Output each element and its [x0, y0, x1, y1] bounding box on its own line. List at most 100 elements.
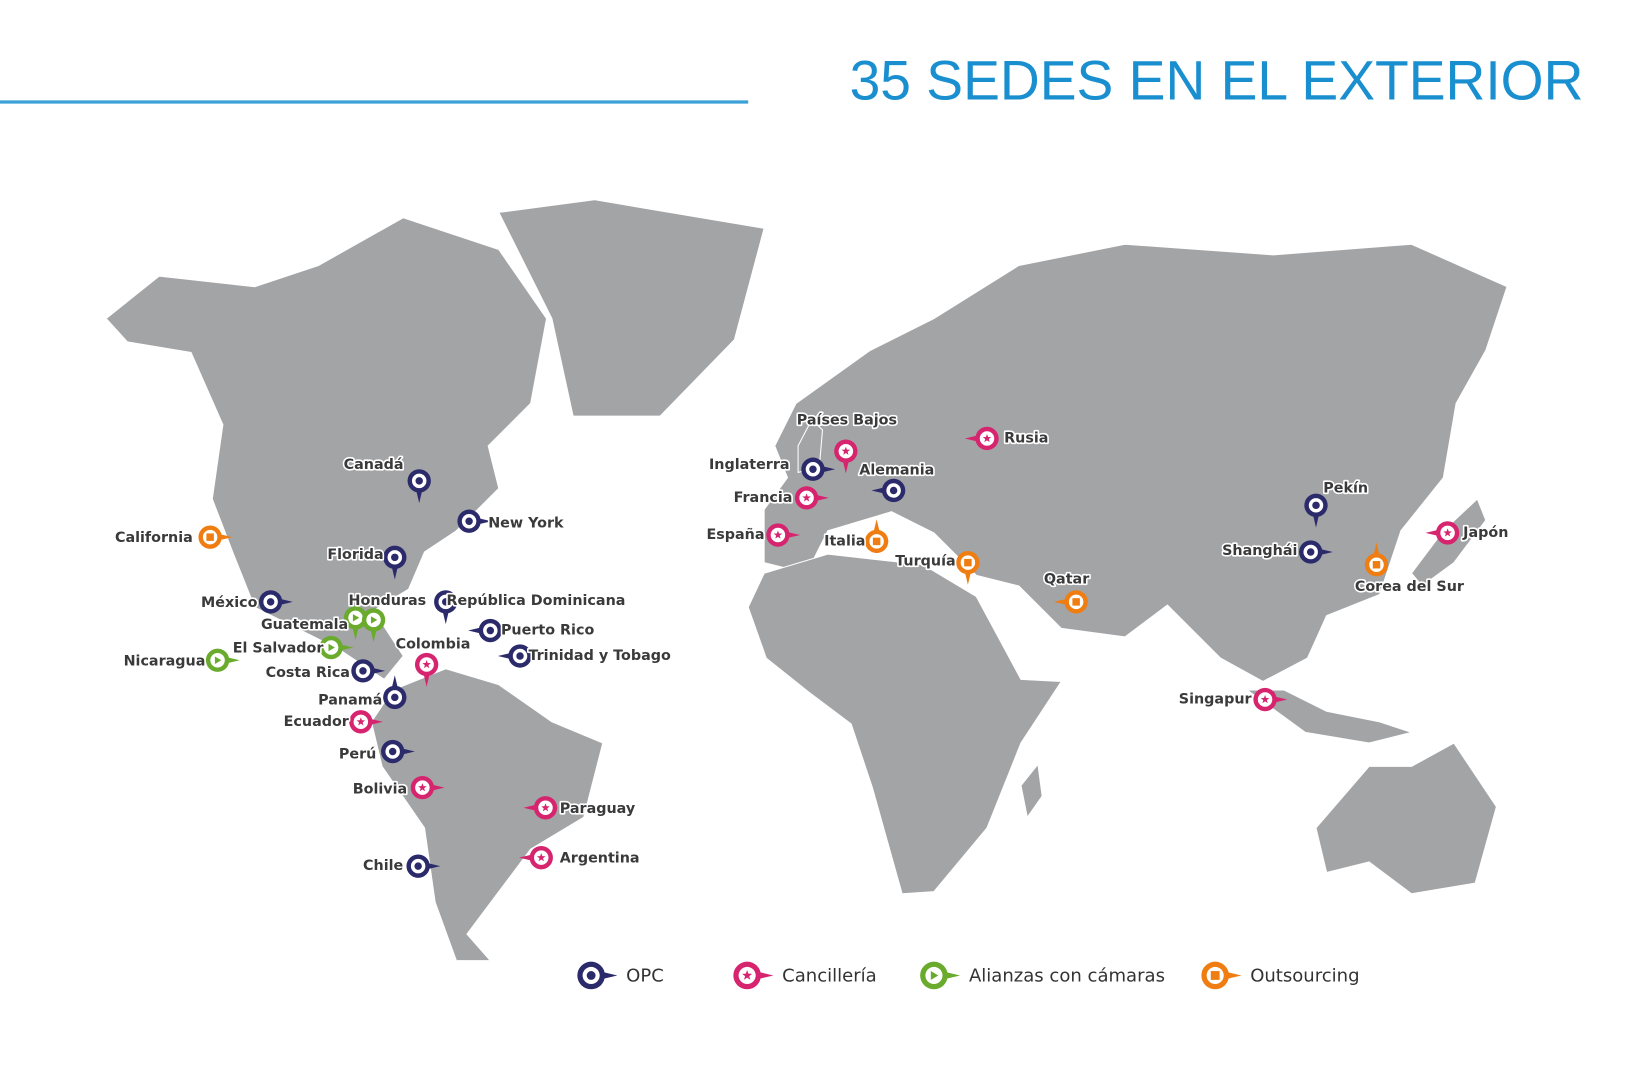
marker-icon — [516, 652, 524, 660]
marker-ali — [920, 961, 961, 990]
south-america — [370, 668, 604, 962]
australia — [1315, 742, 1497, 895]
marker-icon — [541, 803, 550, 812]
marker-icon — [964, 558, 972, 567]
marker-canc — [733, 961, 774, 990]
location-label: México — [201, 595, 258, 611]
marker-opc — [871, 478, 906, 503]
marker-opc — [457, 509, 492, 533]
marker-ali — [361, 608, 386, 643]
indonesia — [1245, 689, 1414, 744]
marker-out — [956, 550, 980, 585]
marker-opc — [383, 675, 407, 710]
marker-icon — [889, 486, 898, 495]
location-label: Corea del Sur — [1355, 579, 1465, 595]
legend-label: Alianzas con cámaras — [969, 966, 1165, 987]
marker-icon — [1260, 695, 1270, 704]
marker-icon — [930, 971, 939, 980]
marker-ali — [205, 648, 240, 672]
location-label: Nicaragua — [124, 653, 206, 669]
marker-opc — [434, 590, 458, 625]
marker-icon — [1072, 598, 1080, 606]
location-label: Chile — [363, 858, 404, 874]
marker-icon — [328, 643, 335, 652]
marker-icon — [872, 537, 881, 546]
marker-opc — [351, 659, 386, 683]
marker-icon — [773, 530, 783, 539]
location-label: Bolivia — [353, 782, 407, 798]
marker-out — [864, 519, 889, 554]
location-label: Pekín — [1323, 480, 1368, 496]
location-label: Honduras — [349, 593, 427, 609]
location-label: Perú — [339, 747, 376, 763]
location-label: Turquía — [895, 554, 955, 570]
location-label: Inglaterra — [709, 457, 790, 473]
marker-opc — [801, 457, 836, 481]
location-label: Colombia — [396, 636, 471, 652]
marker-opc — [407, 469, 431, 504]
marker-opc — [381, 739, 415, 764]
marker-out — [1201, 961, 1242, 990]
marker-opc — [577, 961, 618, 990]
marker-opc — [497, 644, 532, 668]
location-label: Países Bajos — [797, 412, 897, 428]
location-label: Florida — [327, 547, 383, 563]
marker-canc — [766, 523, 801, 547]
marker-icon — [206, 533, 214, 541]
marker-icon — [266, 598, 275, 606]
location-label: República Dominicana — [446, 593, 625, 609]
marker-icon — [391, 553, 399, 562]
marker-icon — [391, 693, 399, 702]
marker-canc — [834, 439, 858, 474]
marker-icon — [982, 433, 992, 443]
location-label: Guatemala — [261, 617, 348, 633]
marker-icon — [802, 493, 811, 502]
marker-opc — [406, 854, 441, 878]
location-label: New York — [488, 515, 564, 531]
location-label: Singapur — [1179, 692, 1253, 708]
location-label: Argentina — [560, 851, 640, 867]
marker-canc — [523, 796, 558, 820]
location-label: Paraguay — [560, 801, 636, 817]
location-label: California — [115, 530, 193, 546]
location-label: Puerto Rico — [501, 623, 595, 639]
location-label: Alemania — [859, 462, 934, 478]
marker-icon — [1306, 548, 1315, 556]
marker-icon — [1210, 971, 1220, 980]
marker-icon — [415, 477, 423, 485]
marker-icon — [586, 971, 596, 980]
marker-icon — [465, 517, 473, 525]
marker-icon — [352, 614, 360, 622]
marker-icon — [356, 717, 366, 726]
marker-icon — [841, 446, 851, 455]
marker-ali — [343, 606, 368, 640]
marker-canc — [794, 486, 829, 510]
marker-opc — [1304, 493, 1328, 528]
markers: Canadá New York Florida California México Hon… — [113, 411, 1510, 878]
marker-icon — [214, 656, 222, 664]
marker-icon — [442, 598, 450, 606]
location-label: Ecuador — [284, 714, 350, 730]
world-map — [105, 199, 1508, 962]
location-label: España — [706, 527, 764, 543]
marker-icon — [414, 862, 422, 870]
location-label: Francia — [734, 490, 793, 506]
marker-icon — [809, 465, 817, 473]
marker-canc — [414, 652, 439, 687]
marker-icon — [1312, 501, 1320, 510]
marker-icon — [388, 747, 397, 756]
marker-icon — [422, 660, 431, 669]
marker-canc — [964, 426, 999, 451]
marker-icon — [370, 616, 378, 624]
title: 35 SEDES EN EL EXTERIOR — [850, 50, 1584, 112]
marker-canc — [349, 710, 384, 734]
location-label: Japón — [1462, 525, 1508, 541]
marker-out — [1364, 542, 1389, 577]
north-america — [105, 217, 548, 681]
location-label: Qatar — [1044, 572, 1090, 588]
legend-label: OPC — [626, 966, 664, 987]
eurasia — [763, 243, 1508, 683]
legend-label: Outsourcing — [1250, 966, 1359, 987]
